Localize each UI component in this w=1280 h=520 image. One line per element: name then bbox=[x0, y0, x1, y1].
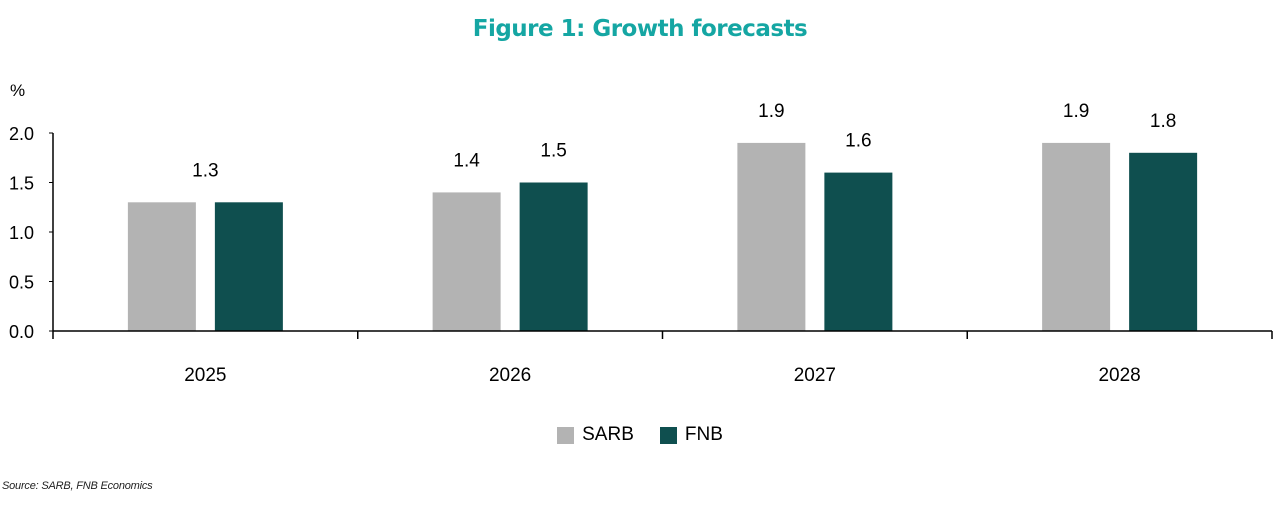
y-tick-label: 0.5 bbox=[9, 273, 34, 293]
legend-swatch-sarb bbox=[557, 426, 575, 444]
x-category-label: 2027 bbox=[794, 365, 836, 386]
bar-sarb-2027 bbox=[737, 142, 806, 331]
data-label-2028-fnb: 1.8 bbox=[1150, 111, 1176, 132]
bar-data-labels: 1.3 1.4 1.5 1.9 1.6 1.9 1.8 bbox=[192, 101, 1176, 181]
chart-title: Figure 1: Growth forecasts bbox=[472, 16, 808, 42]
axes bbox=[49, 132, 1273, 339]
y-axis-ticks: 0.0 0.5 1.0 1.5 2.0 bbox=[9, 124, 34, 342]
bar-fnb-2026 bbox=[519, 182, 588, 331]
bar-sarb-2025 bbox=[127, 202, 196, 331]
bar-fnb-2028 bbox=[1129, 152, 1198, 331]
data-label-2027-fnb: 1.6 bbox=[845, 131, 871, 152]
x-category-label: 2025 bbox=[184, 365, 226, 386]
x-category-label: 2028 bbox=[1098, 365, 1140, 386]
legend: SARB FNB bbox=[0, 424, 1280, 446]
y-tick-label: 1.0 bbox=[9, 223, 34, 243]
y-tick-label: 2.0 bbox=[9, 124, 34, 144]
x-axis-categories: 2025 2026 2027 2028 bbox=[184, 365, 1141, 386]
bar-sarb-2026 bbox=[432, 192, 501, 331]
data-label-2027-sarb: 1.9 bbox=[758, 101, 784, 122]
bar-fnb-2025 bbox=[214, 202, 283, 331]
legend-label-sarb: SARB bbox=[582, 424, 634, 445]
data-label-2025: 1.3 bbox=[192, 160, 218, 181]
bar-sarb-2028 bbox=[1042, 142, 1111, 331]
legend-item-sarb: SARB bbox=[557, 424, 634, 446]
y-tick-label: 0.0 bbox=[9, 322, 34, 342]
x-category-label: 2026 bbox=[489, 365, 531, 386]
data-label-2028-sarb: 1.9 bbox=[1063, 101, 1089, 122]
data-label-2026-sarb: 1.4 bbox=[453, 150, 480, 171]
bars bbox=[127, 142, 1198, 331]
y-tick-label: 1.5 bbox=[9, 174, 34, 194]
data-label-2026-fnb: 1.5 bbox=[540, 141, 566, 162]
source-note: Source: SARB, FNB Economics bbox=[2, 480, 153, 492]
legend-item-fnb: FNB bbox=[659, 424, 723, 446]
bar-fnb-2027 bbox=[824, 172, 893, 331]
legend-label-fnb: FNB bbox=[684, 424, 723, 445]
y-axis-unit: % bbox=[10, 81, 25, 100]
legend-swatch-fnb bbox=[659, 426, 677, 444]
